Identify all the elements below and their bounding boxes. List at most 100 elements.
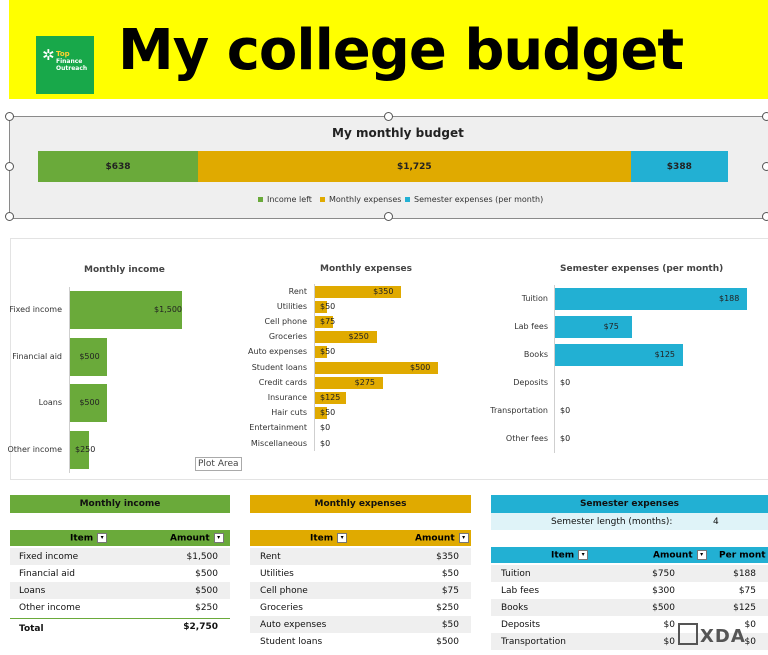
item-cell: Tuition <box>501 569 531 579</box>
semester-length-row[interactable]: Semester length (months): 4 <box>491 513 768 530</box>
chart-title-income: Monthly income <box>84 265 165 275</box>
per-month-cell: $75 <box>738 586 756 596</box>
column-header-cell[interactable]: Amount ▾ <box>170 533 224 544</box>
finance-outreach-logo: ✲ Top Finance Outreach <box>36 36 94 94</box>
category-label: Insurance <box>267 393 307 402</box>
table-row[interactable]: Rent $350 <box>250 548 471 565</box>
bar-income[interactable] <box>70 291 182 330</box>
resize-handle[interactable] <box>5 162 14 171</box>
item-cell: Student loans <box>260 637 323 647</box>
data-label: $0 <box>560 434 571 443</box>
table-row[interactable]: Student loans $500 <box>250 633 471 650</box>
amount-cell: $500 <box>652 603 675 613</box>
table-row[interactable]: Loans $500 <box>10 582 230 599</box>
resize-handle[interactable] <box>762 112 768 121</box>
summary-segment[interactable]: $1,725 <box>198 151 631 182</box>
resize-handle[interactable] <box>762 212 768 221</box>
table-row[interactable]: Groceries $250 <box>250 599 471 616</box>
legend-swatch <box>405 197 410 202</box>
bar-income[interactable] <box>70 384 108 423</box>
column-header-cell[interactable]: Amount ▾ <box>653 550 707 561</box>
total-label: Total <box>19 624 44 634</box>
amount-cell: $750 <box>652 569 675 579</box>
plot-area-tooltip: Plot Area <box>195 457 242 471</box>
category-label: Tuition <box>521 294 548 303</box>
category-label: Books <box>523 350 548 359</box>
legend-label: Semester expenses (per month) <box>414 195 544 204</box>
bar-expense[interactable] <box>315 331 377 344</box>
column-header-cell[interactable]: Item ▾ <box>70 533 108 544</box>
category-label: Cell phone <box>264 317 307 326</box>
item-cell: Deposits <box>501 620 541 630</box>
resize-handle[interactable] <box>384 212 393 221</box>
data-label: $0 <box>320 423 331 433</box>
bar-expense[interactable] <box>315 392 346 404</box>
table-row[interactable]: Financial aid $500 <box>10 565 230 582</box>
data-label: $50 <box>320 301 336 311</box>
resize-handle[interactable] <box>5 212 14 221</box>
total-value: $2,750 <box>183 622 218 632</box>
bar-expense[interactable] <box>315 300 328 313</box>
filter-dropdown-icon[interactable]: ▾ <box>213 533 224 543</box>
category-label: Financial aid <box>12 351 62 361</box>
data-label: $50 <box>320 347 336 357</box>
table-row[interactable]: Utilities $50 <box>250 565 471 582</box>
amount-cell: $300 <box>652 586 675 596</box>
table-row[interactable]: Auto expenses $50 <box>250 616 471 633</box>
bar-expense[interactable] <box>315 316 334 328</box>
data-label: $250 <box>348 332 369 342</box>
bar-semester[interactable] <box>555 288 747 310</box>
amount-cell: $500 <box>195 569 218 579</box>
bar-semester[interactable] <box>555 344 683 366</box>
resize-handle[interactable] <box>762 162 768 171</box>
bar-income[interactable] <box>70 337 108 376</box>
table-row[interactable]: Transportation $0 $0 <box>491 633 768 650</box>
filter-dropdown-icon[interactable]: ▾ <box>696 550 707 560</box>
bar-expense[interactable] <box>315 346 328 359</box>
filter-dropdown-icon[interactable]: ▾ <box>97 533 108 543</box>
category-label: Fixed income <box>9 305 62 315</box>
bar-expense[interactable] <box>315 376 383 389</box>
resize-handle[interactable] <box>5 112 14 121</box>
summary-segment[interactable]: $638 <box>38 151 199 182</box>
column-header-cell[interactable]: Item ▾ <box>551 550 589 561</box>
filter-dropdown-icon[interactable]: ▾ <box>578 550 589 560</box>
column-header-cell[interactable]: Per mont▾ <box>719 550 768 561</box>
item-cell: Utilities <box>260 569 294 579</box>
watermark-text: XDA <box>700 626 746 647</box>
column-header-label: Item <box>70 533 94 544</box>
logo-text-3: Outreach <box>56 65 88 72</box>
amount-cell: $1,500 <box>186 552 219 562</box>
item-cell: Lab fees <box>501 586 540 596</box>
item-cell: Auto expenses <box>260 620 327 630</box>
bar-expense[interactable] <box>315 407 328 420</box>
semester-length-value[interactable]: 4 <box>713 517 719 527</box>
table-row[interactable]: Other income $250 <box>10 599 230 616</box>
resize-handle[interactable] <box>384 112 393 121</box>
summary-segment[interactable]: $388 <box>630 151 728 182</box>
legend-label: Income left <box>267 195 312 204</box>
data-label: $275 <box>354 377 375 387</box>
category-label: Miscellaneous <box>250 438 307 448</box>
bar-semester[interactable] <box>555 316 632 338</box>
total-row[interactable]: Total $2,750 <box>10 618 230 636</box>
chart-axis <box>314 284 315 452</box>
column-header-cell[interactable]: Amount ▾ <box>415 533 469 544</box>
table-row[interactable]: Deposits $0 $0 <box>491 616 768 633</box>
table-row[interactable]: Fixed income $1,500 <box>10 548 230 565</box>
data-label: $0 <box>560 406 571 415</box>
summary-legend-entry: Income left <box>258 195 312 204</box>
bar-income[interactable] <box>70 430 89 469</box>
bar-expense[interactable] <box>315 361 438 374</box>
table-row[interactable]: Lab fees $300 $75 <box>491 582 768 599</box>
table-row[interactable]: Cell phone $75 <box>250 582 471 599</box>
item-cell: Loans <box>19 586 46 596</box>
filter-dropdown-icon[interactable]: ▾ <box>458 533 469 543</box>
per-month-cell: $0 <box>744 637 756 647</box>
table-row[interactable]: Books $500 $125 <box>491 599 768 616</box>
bar-expense[interactable] <box>315 285 402 298</box>
table-row[interactable]: Tuition $750 $188 <box>491 565 768 582</box>
column-header-cell[interactable]: Item ▾ <box>310 533 348 544</box>
filter-dropdown-icon[interactable]: ▾ <box>337 533 348 543</box>
table-column-header: Item ▾ Amount ▾ <box>10 530 230 546</box>
